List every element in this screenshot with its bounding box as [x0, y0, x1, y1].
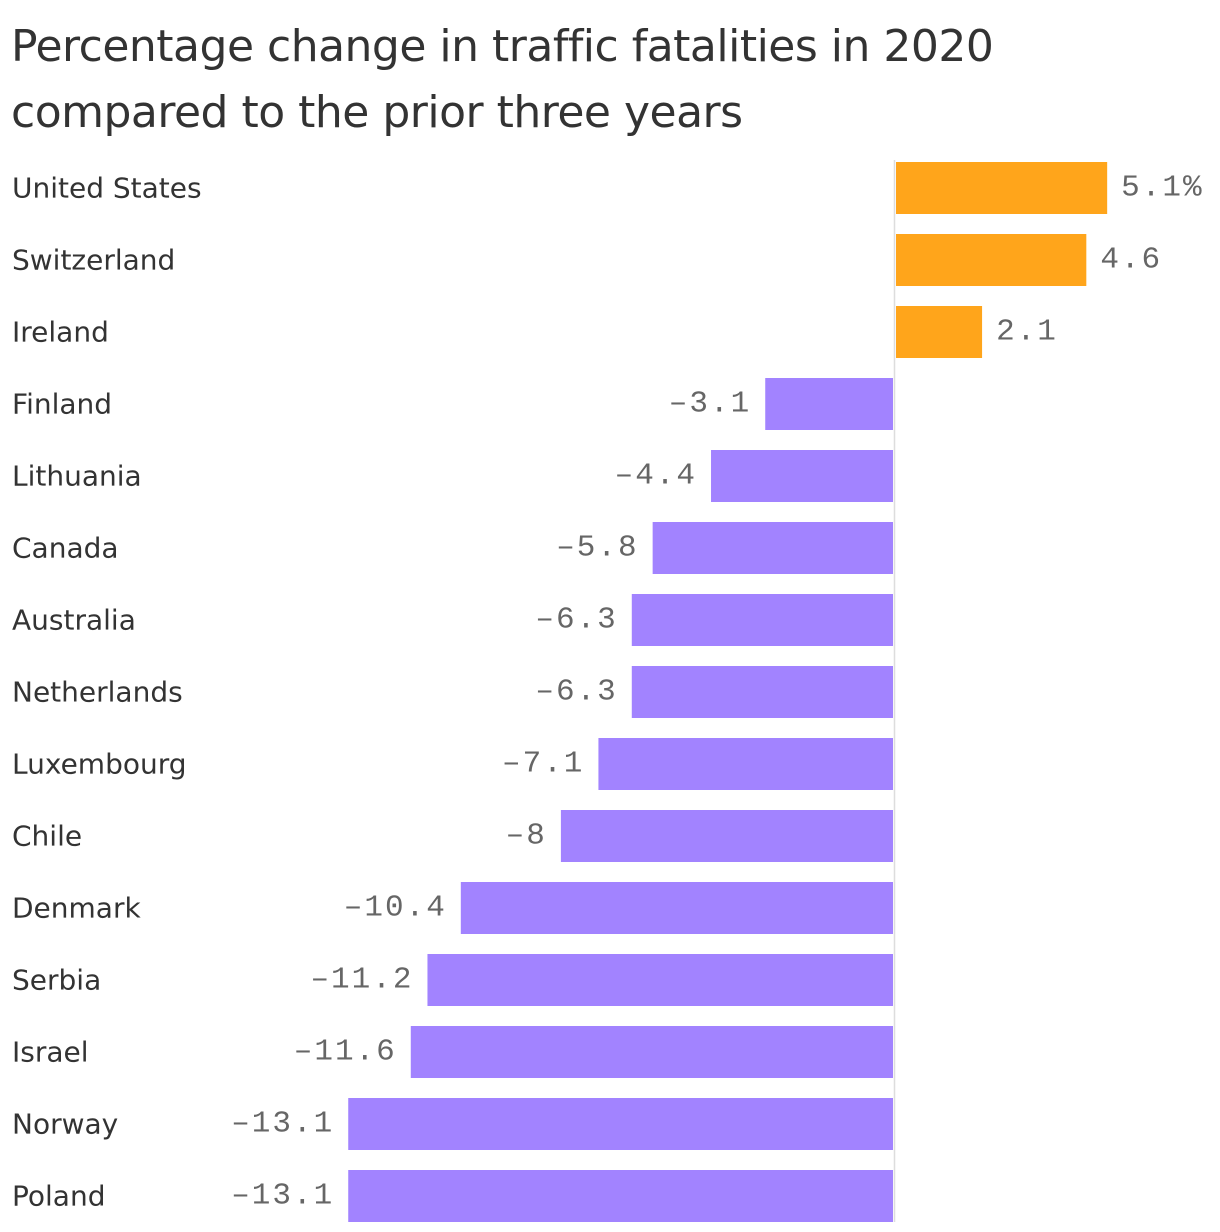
category-label-canada: Canada [12, 532, 119, 565]
value-label-switzerland: 4.6 [1100, 243, 1162, 278]
value-label-israel: –11.6 [294, 1035, 397, 1070]
bar-serbia [427, 954, 893, 1006]
bar-switzerland [896, 234, 1087, 286]
category-label-netherlands: Netherlands [12, 676, 183, 709]
value-label-denmark: –10.4 [344, 891, 447, 926]
bar-israel [410, 1026, 893, 1078]
value-label-netherlands: –6.3 [535, 675, 617, 710]
bar-lithuania [711, 450, 893, 502]
bar-united-states [896, 162, 1108, 214]
bar-canada [652, 522, 893, 574]
category-label-finland: Finland [12, 388, 112, 421]
value-label-chile: –8 [506, 819, 547, 854]
category-label-lithuania: Lithuania [12, 460, 142, 493]
bar-luxembourg [598, 738, 893, 790]
category-label-israel: Israel [12, 1036, 89, 1069]
bar-australia [631, 594, 893, 646]
bar-chile [560, 810, 893, 862]
category-label-serbia: Serbia [12, 964, 101, 997]
value-label-norway: –13.1 [231, 1107, 334, 1142]
value-label-australia: –6.3 [535, 603, 617, 638]
value-label-lithuania: –4.4 [615, 459, 697, 494]
category-label-denmark: Denmark [12, 892, 141, 925]
bar-ireland [896, 306, 983, 358]
category-label-poland: Poland [12, 1180, 105, 1213]
value-label-canada: –5.8 [556, 531, 638, 566]
value-label-serbia: –11.2 [310, 963, 413, 998]
value-label-luxembourg: –7.1 [502, 747, 584, 782]
category-label-ireland: Ireland [12, 316, 109, 349]
category-label-australia: Australia [12, 604, 136, 637]
bar-poland [348, 1170, 894, 1222]
value-label-poland: –13.1 [231, 1179, 334, 1214]
bar-denmark [460, 882, 893, 934]
category-label-chile: Chile [12, 820, 82, 853]
value-label-united-states: 5.1% [1121, 171, 1203, 206]
category-label-united-states: United States [12, 172, 202, 205]
category-label-switzerland: Switzerland [12, 244, 175, 277]
chart-title: Percentage change in traffic fatalities … [11, 21, 994, 138]
bar-netherlands [631, 666, 893, 718]
bar-finland [765, 378, 893, 430]
category-label-luxembourg: Luxembourg [12, 748, 187, 781]
value-label-finland: –3.1 [669, 387, 751, 422]
value-label-ireland: 2.1 [996, 315, 1058, 350]
category-label-norway: Norway [12, 1108, 118, 1141]
bar-norway [348, 1098, 894, 1150]
